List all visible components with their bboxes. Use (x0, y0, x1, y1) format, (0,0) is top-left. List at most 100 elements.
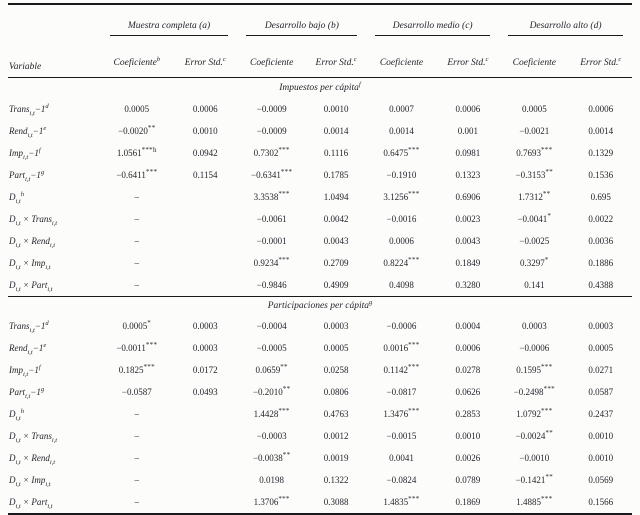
coefficient-cell: 1.0561***h (101, 142, 173, 164)
stderr-cell: 0.2437 (570, 403, 632, 425)
coefficient-cell: 0.0003 (499, 315, 569, 337)
coefficient-cell: −0.0001 (237, 230, 305, 252)
label-text: D (9, 280, 16, 290)
value: 0.1595 (516, 365, 541, 375)
label-text: × Imp (20, 475, 46, 485)
value: 0.0198 (259, 475, 285, 485)
stderr-cell: 0.1536 (570, 164, 632, 186)
subscript: i,t (15, 285, 21, 293)
table-row: Di,t × Impi,t –0.9234*** 0.2709 0.8224*** 0.… (8, 252, 632, 274)
footnote-superscript: c (353, 55, 357, 63)
value: 0.0006 (389, 236, 414, 246)
value: −0.0006 (519, 343, 550, 353)
coefficient-cell: 0.0006 (366, 230, 436, 252)
stderr-cell: 0.1785 (306, 164, 366, 186)
column-group-header: Muestra completa (a) (101, 4, 238, 49)
empty-value-dash: – (134, 280, 140, 290)
significance-marker: ** (280, 363, 288, 371)
value: 0.0010 (588, 453, 614, 463)
value: 0.0014 (323, 126, 349, 136)
coefficient-cell: 3.1256*** (366, 186, 436, 208)
label-text: D (9, 453, 16, 463)
stderr-cell (173, 230, 237, 252)
stderr-cell: 0.0789 (437, 469, 499, 491)
coefficient-column-header: Coeficiente (499, 49, 569, 78)
value: 0.0006 (192, 104, 218, 114)
label-text: D (9, 497, 16, 507)
stderr-cell: 1.0494 (306, 186, 366, 208)
variable-header: Variable (9, 62, 42, 72)
empty-value-dash: – (134, 258, 140, 268)
stderr-cell: 0.4763 (306, 403, 366, 425)
value: −0.6411 (116, 170, 146, 180)
section-title: Participaciones per cápitag (8, 297, 632, 316)
label-text: × Trans (20, 214, 52, 224)
coefficient-cell: −0.0587 (101, 381, 173, 403)
significance-marker: *** (540, 363, 553, 371)
subscript: i,t (15, 458, 21, 466)
value: −0.0024 (515, 431, 546, 441)
coefficient-cell: −0.0021 (499, 120, 569, 142)
stderr-cell: 0.1323 (437, 164, 499, 186)
value: 0.0010 (323, 104, 349, 114)
coefficient-cell: 1.0792*** (499, 403, 569, 425)
value: 0.0003 (192, 343, 218, 353)
value: 0.0019 (323, 453, 349, 463)
coefficient-cell: −0.6411*** (101, 164, 173, 186)
value: 1.0792 (516, 409, 541, 419)
subscript: i,t (51, 436, 58, 444)
stderr-cell: 0.0006 (437, 98, 499, 120)
label-text: D (9, 431, 16, 441)
coefficient-cell: 1.3476*** (366, 403, 436, 425)
value: 0.2853 (455, 409, 481, 419)
stderr-cell: 0.0006 (173, 98, 237, 120)
value: 0.3088 (323, 497, 349, 507)
footnote-superscript: b (156, 55, 161, 63)
stderr-cell (173, 186, 237, 208)
coefficient-cell: −0.0010 (499, 447, 569, 469)
label-text: −1 (32, 343, 44, 353)
table-row: Rendi,t−1e −0.0020** 0.0010 −0.0009 0.0014 0.… (8, 120, 632, 142)
subscript: i,t (49, 458, 56, 466)
value: 0.0012 (323, 431, 349, 441)
significance-marker: *** (145, 168, 158, 176)
coefficient-cell: −0.0020** (101, 120, 173, 142)
coefficient-cell: −0.0024** (499, 425, 569, 447)
value: 0.0003 (588, 321, 614, 331)
stderr-cell (173, 491, 237, 514)
stderr-cell: 0.0042 (306, 208, 366, 230)
value: 0.9234 (253, 258, 279, 268)
row-label: Di,t × Rendi,t (8, 447, 101, 469)
label-text: Imp (9, 365, 23, 375)
label-text: × Rend (20, 453, 50, 463)
value: 0.8224 (383, 258, 409, 268)
significance-marker: ** (147, 124, 156, 132)
footnote-superscript: h (20, 408, 24, 415)
stderr-cell: 0.0019 (306, 447, 366, 469)
value: 0.0806 (323, 387, 349, 397)
significance-marker: *** (278, 256, 290, 264)
value: −0.3153 (515, 170, 546, 180)
coefficient-cell: 0.6475*** (366, 142, 436, 164)
subscript: i,t (23, 370, 29, 378)
subscript: i,t (45, 263, 51, 271)
coefficient-cell: −0.0824 (366, 469, 436, 491)
stderr-cell: 0.0004 (437, 315, 499, 337)
stderr-cell: 0.1869 (437, 491, 499, 514)
subscript: i,t (15, 414, 21, 422)
significance-marker: * (544, 256, 549, 264)
value: 0.0010 (455, 431, 481, 441)
significance-marker: *** (408, 190, 420, 198)
value: 0.4909 (323, 280, 349, 290)
label-text: Coeficiente (379, 58, 424, 68)
label-text: Imp (9, 148, 23, 158)
stderr-cell: 0.1329 (570, 142, 632, 164)
coefficient-cell: 0.9234*** (237, 252, 305, 274)
coefficient-cell: 0.1825*** (101, 359, 173, 381)
row-label: Di,t × Parti,t (8, 491, 101, 514)
significance-marker: *** (408, 341, 420, 349)
coefficient-cell: −0.0015 (366, 425, 436, 447)
stderr-cell: 0.1566 (570, 491, 632, 514)
value: 0.4763 (323, 409, 349, 419)
value: 0.695 (590, 192, 611, 202)
